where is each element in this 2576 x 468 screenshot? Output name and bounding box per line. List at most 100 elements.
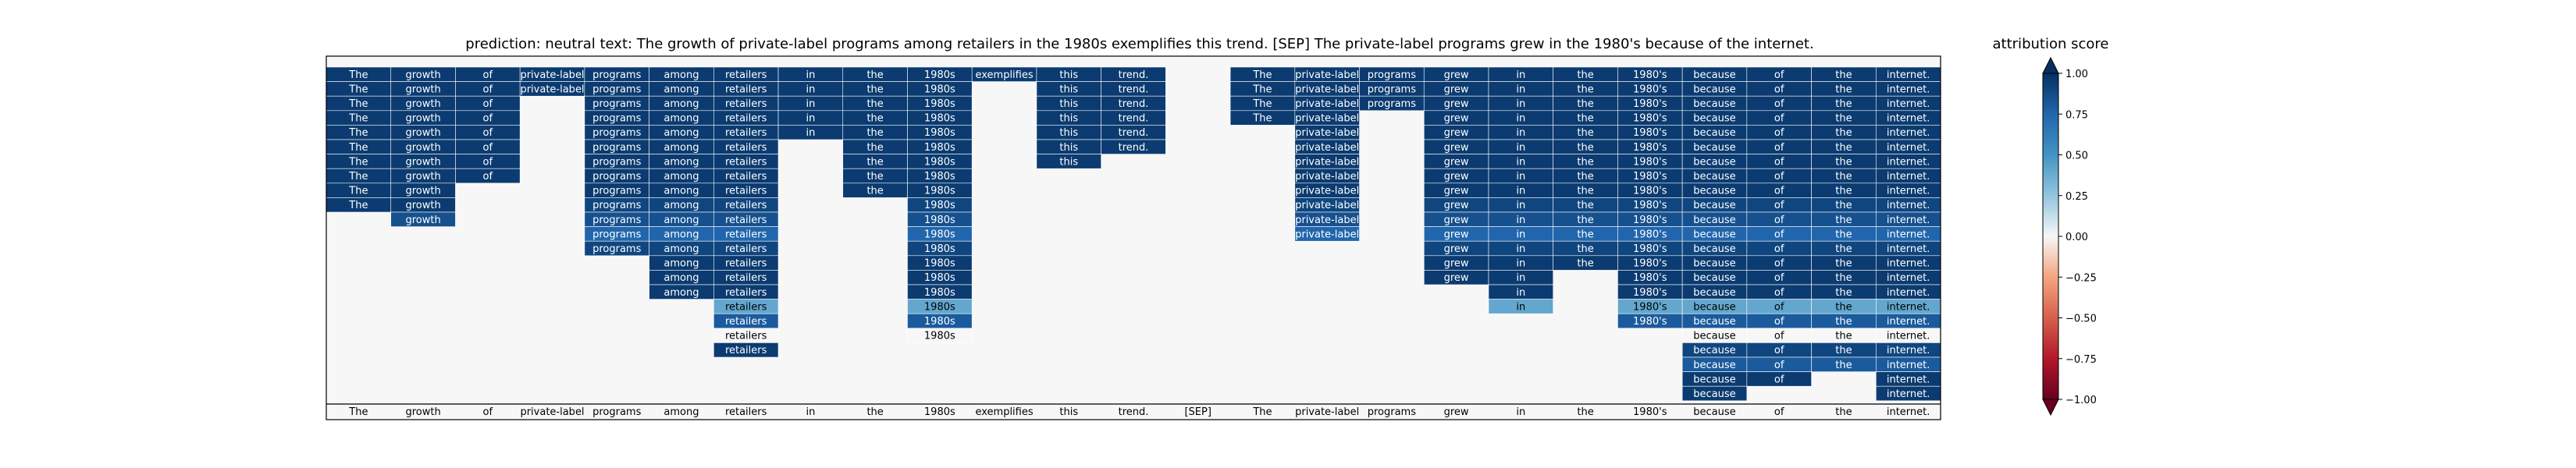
heatmap-cell-label: retailers: [725, 83, 767, 95]
heatmap-cell-label: the: [1835, 69, 1852, 81]
heatmap-cell-label: in: [806, 113, 815, 125]
colorbar-tick-label: −0.25: [2065, 272, 2097, 284]
heatmap-cell: [390, 211, 456, 227]
heatmap-cell-label: internet.: [1887, 200, 1930, 211]
heatmap-cell-label: programs: [1368, 69, 1416, 81]
heatmap-cell-label: the: [1835, 272, 1852, 284]
heatmap-cell-label: private-label: [1295, 98, 1359, 110]
heatmap-cell-label: the: [1577, 98, 1593, 110]
heatmap-cell-label: because: [1693, 374, 1735, 385]
heatmap-cell-label: among: [664, 200, 699, 211]
heatmap-cell-label: of: [1774, 345, 1784, 356]
heatmap-cell-label: 1980's: [1633, 69, 1667, 81]
heatmap-cell-label: because: [1693, 301, 1735, 313]
heatmap-cell-label: of: [483, 69, 493, 81]
colorbar-tick-label: 0.25: [2065, 191, 2088, 203]
heatmap-cell-label: in: [1516, 200, 1525, 211]
heatmap-cell-label: 1980's: [1633, 214, 1667, 226]
heatmap-cell-label: programs: [592, 243, 641, 255]
heatmap-cell-label: trend.: [1119, 142, 1149, 154]
heatmap-cell-label: grew: [1444, 171, 1469, 183]
token-label: the: [1835, 406, 1852, 418]
heatmap-cell-label: programs: [592, 142, 641, 154]
heatmap-cell-label: 1980s: [924, 316, 955, 328]
heatmap-cell-label: of: [1774, 258, 1784, 270]
heatmap-cell-label: in: [1516, 258, 1525, 270]
heatmap-cell-label: 1980s: [924, 186, 955, 197]
heatmap-cell-label: the: [1577, 200, 1593, 211]
heatmap-cell-label: private-label: [1295, 156, 1359, 168]
heatmap-cell-label: of: [1774, 142, 1784, 154]
heatmap-cell-label: The: [1252, 98, 1272, 110]
heatmap-cell-label: the: [1577, 258, 1593, 270]
heatmap-cell-label: the: [1835, 200, 1852, 211]
heatmap-cell-label: the: [1577, 156, 1593, 168]
heatmap-cell-label: The: [348, 171, 368, 183]
heatmap-cell-label: 1980's: [1633, 272, 1667, 284]
heatmap-cell-label: growth: [405, 69, 440, 81]
heatmap-cell-label: trend.: [1119, 98, 1149, 110]
heatmap-cell-label: because: [1693, 287, 1735, 299]
heatmap-cell-label: grew: [1444, 214, 1469, 226]
heatmap-cell-label: because: [1693, 200, 1735, 211]
heatmap-cell-label: the: [1577, 83, 1593, 95]
heatmap-cell-label: 1980s: [924, 214, 955, 226]
heatmap-cell-label: 1980s: [924, 98, 955, 110]
heatmap-cell-label: internet.: [1887, 360, 1930, 371]
heatmap-cell-label: of: [1774, 272, 1784, 284]
heatmap-cell-label: in: [1516, 156, 1525, 168]
heatmap-cell-label: 1980's: [1633, 186, 1667, 197]
heatmap-cell-label: private-label: [1295, 69, 1359, 81]
heatmap-cell-label: retailers: [725, 258, 767, 270]
heatmap-cell-label: in: [1516, 69, 1525, 81]
heatmap-cell-label: 1980s: [924, 171, 955, 183]
heatmap-cell-label: 1980s: [924, 142, 955, 154]
heatmap-cell-label: grew: [1444, 98, 1469, 110]
heatmap-cell-label: internet.: [1887, 186, 1930, 197]
heatmap-cell-label: the: [1835, 98, 1852, 110]
heatmap-cell-label: this: [1059, 142, 1078, 154]
heatmap-cell: [907, 328, 973, 343]
heatmap-cell-label: because: [1693, 258, 1735, 270]
heatmap-cell: [455, 168, 521, 184]
heatmap-cell-label: 1980's: [1633, 156, 1667, 168]
heatmap-cell-label: 1980s: [924, 301, 955, 313]
token-label: in: [1516, 406, 1525, 418]
heatmap-cell-label: in: [806, 83, 815, 95]
token-label: exemplifies: [975, 406, 1033, 418]
heatmap-cell-label: The: [348, 83, 368, 95]
heatmap-cell-label: of: [483, 156, 493, 168]
heatmap-cell-label: because: [1693, 360, 1735, 371]
heatmap-cell-label: because: [1693, 214, 1735, 226]
heatmap-cell-label: the: [1835, 186, 1852, 197]
token-label: internet.: [1887, 406, 1930, 418]
heatmap-cell-label: because: [1693, 186, 1735, 197]
heatmap-cell-label: 1980's: [1633, 301, 1667, 313]
heatmap-cell: [1036, 154, 1101, 169]
heatmap-cell-label: the: [1835, 156, 1852, 168]
heatmap-cell-label: of: [1774, 156, 1784, 168]
heatmap-cell-label: internet.: [1887, 83, 1930, 95]
heatmap-cell-label: the: [1835, 360, 1852, 371]
heatmap-cell-label: growth: [405, 200, 440, 211]
heatmap-cell-label: the: [866, 142, 883, 154]
heatmap-cell-label: trend.: [1119, 127, 1149, 139]
heatmap-cell-label: in: [806, 127, 815, 139]
heatmap-cell-label: retailers: [725, 127, 767, 139]
heatmap-cell-label: private-label: [520, 69, 584, 81]
heatmap-cell-label: among: [664, 171, 699, 183]
heatmap-cell-label: because: [1693, 345, 1735, 356]
heatmap-cell-label: internet.: [1887, 229, 1930, 240]
heatmap-cell-label: the: [1835, 243, 1852, 255]
token-label: private-label: [520, 406, 584, 418]
heatmap-cell-label: of: [1774, 316, 1784, 328]
colorbar-ticks: 1.00 0.75 0.50 0.25 0.00 −0.25 −0.50 −0.75 −1.00: [2058, 69, 2097, 406]
heatmap-cell-label: the: [1835, 316, 1852, 328]
heatmap-cell-label: growth: [405, 98, 440, 110]
heatmap-cell-label: the: [1835, 171, 1852, 183]
heatmap-cell-label: private-label: [1295, 214, 1359, 226]
heatmap-cell-label: 1980s: [924, 258, 955, 270]
heatmap-cell-label: because: [1693, 331, 1735, 342]
heatmap-cell-label: private-label: [520, 83, 584, 95]
heatmap-cell-label: in: [1516, 83, 1525, 95]
